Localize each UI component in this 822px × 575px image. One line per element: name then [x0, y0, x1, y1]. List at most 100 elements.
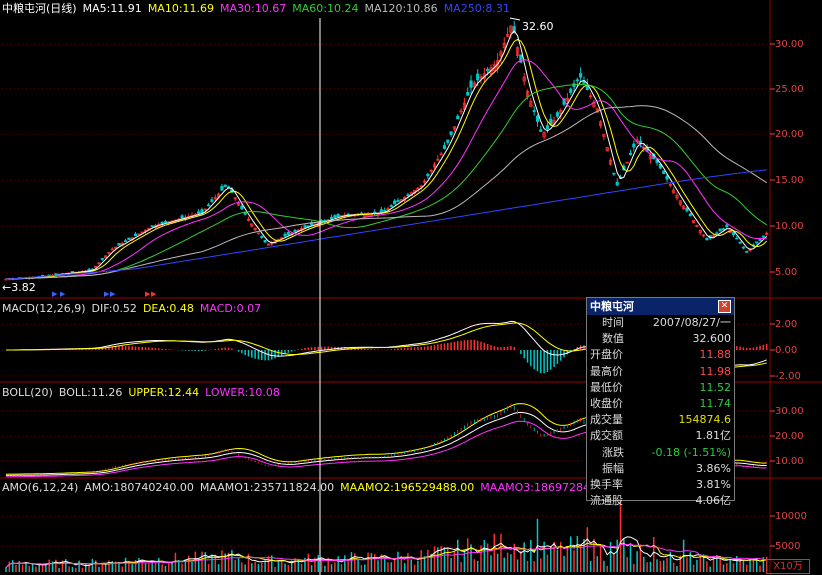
candle-body [97, 262, 101, 265]
main-indicator-header: 中粮屯河(日线) MA5:11.91 MA10:11.69 MA30:10.67 MA6… [2, 2, 516, 15]
candle-body [133, 233, 138, 237]
boll-tick-label: 10.00 [775, 456, 804, 467]
candle-body [263, 239, 267, 243]
candle-body [70, 271, 74, 274]
candle-body [489, 67, 493, 75]
candle-body [628, 152, 633, 156]
candle-body [705, 237, 709, 241]
macd-value: MACD:0.07 [199, 302, 262, 315]
ma60-line [5, 83, 767, 280]
popup-row-value: 11.88 [699, 348, 732, 362]
candle-body [612, 172, 616, 175]
candle-body [479, 76, 483, 79]
candle-body [260, 235, 264, 238]
candle-body [160, 221, 164, 225]
price-tick-label: 10.00 [775, 221, 804, 232]
popup-rows: 时间 2007/08/27/一 数值 32.600 开盘价 11.88 最高价 11.98 最低… [587, 315, 734, 509]
candle-body [223, 184, 227, 187]
candle-body [565, 98, 569, 102]
candle-body [589, 95, 593, 98]
popup-title-bar[interactable]: 中粮屯河 ✕ [587, 298, 734, 315]
candle-body [682, 205, 686, 209]
signal-marker: ▶ [60, 290, 66, 298]
candle-body [655, 159, 659, 164]
macd-name: MACD(12,26,9) [2, 302, 86, 315]
candle-body [702, 234, 706, 237]
amo-pane[interactable] [5, 490, 768, 572]
candle-body [117, 243, 121, 246]
candle-body [442, 145, 447, 149]
candle-body [446, 139, 450, 143]
maamo3-value: MAAMO3:186972848.00 [480, 481, 615, 494]
candle-body [579, 73, 583, 78]
ma250-line [5, 169, 767, 280]
candle-body [426, 173, 430, 177]
low-price-mark-arrow: ←3.82 [2, 281, 36, 294]
popup-row-value: 11.52 [699, 380, 732, 394]
candle-body [545, 125, 550, 129]
ma10-label: MA10:11.69 [147, 2, 215, 15]
price-tick-label: 5.00 [775, 267, 798, 278]
popup-row: 涨跌 -0.18 (-1.51%) [587, 445, 734, 461]
candle-body [266, 243, 270, 246]
high-mark-pointer [509, 17, 521, 21]
popup-row-value: 11.98 [699, 364, 732, 378]
popup-row-value: 32.600 [692, 332, 732, 346]
close-icon[interactable]: ✕ [718, 300, 731, 313]
candle-body [379, 209, 383, 214]
ma30-label: MA30:10.67 [220, 2, 287, 15]
popup-row-value: 3.86% [696, 461, 731, 475]
stock-title: 中粮屯河(日线) [2, 2, 77, 15]
boll-tick-label: 20.00 [775, 431, 804, 442]
signal-marker: ▶ [104, 290, 110, 298]
candle-body [648, 154, 652, 160]
popup-row-key: 成交量 [590, 413, 623, 427]
popup-row-value: 3.81% [696, 477, 731, 491]
maamo2-value: MAAMO2:196529488.00 [340, 481, 475, 494]
candle-body [303, 225, 307, 228]
candle-body [765, 232, 769, 235]
price-tick-label: 25.00 [775, 84, 804, 95]
popup-row-key: 时间 [602, 316, 624, 329]
candle-body [731, 232, 736, 236]
ma120-line [5, 105, 767, 280]
candle-body [422, 180, 427, 183]
popup-row: 数值 32.600 [587, 331, 734, 347]
low-price-mark: 3.82 [11, 281, 36, 294]
boll-upper: UPPER:12.44 [128, 386, 200, 399]
candle-body [532, 110, 536, 112]
candle-body [529, 100, 533, 107]
candle-body [755, 241, 759, 244]
candle-body [180, 215, 184, 219]
popup-row-value: -0.18 (-1.51%) [651, 445, 731, 459]
candle-body [472, 82, 476, 88]
candle-body [632, 143, 636, 148]
quote-info-popup[interactable]: 中粮屯河 ✕ 时间 2007/08/27/一 数值 32.600 开盘价 11.88 最高价… [586, 297, 735, 507]
candle-body [585, 85, 589, 91]
candle-body [542, 132, 546, 138]
candle-body [605, 147, 609, 152]
candle-body [246, 218, 251, 221]
signal-marker: ▶ [151, 290, 157, 298]
candle-body [761, 235, 765, 238]
high-price-mark: 32.60 [522, 20, 554, 33]
price-pane[interactable]: ▶ ▶ ▶ ▶ ▶ ▶ [4, 17, 769, 298]
popup-row-value: 2007/08/27/一 [652, 316, 731, 329]
candle-body [197, 211, 201, 215]
macd-tick-label: 0.00 [775, 345, 798, 356]
maamo3-line [5, 543, 767, 568]
candle-body [396, 200, 400, 203]
candle-body [393, 200, 397, 205]
boll-name: BOLL(20) [2, 386, 53, 399]
amo-name: AMO(6,12,24) [2, 481, 79, 494]
candle-body [110, 248, 114, 251]
popup-row-key: 开盘价 [590, 348, 623, 362]
candle-body [688, 213, 692, 217]
price-tick-label: 20.00 [775, 129, 804, 140]
candle-body [104, 255, 108, 259]
candle-body [695, 224, 699, 227]
candle-body [662, 170, 666, 174]
candle-body [383, 210, 387, 212]
candle-body [210, 199, 214, 202]
candle-body [436, 158, 440, 161]
